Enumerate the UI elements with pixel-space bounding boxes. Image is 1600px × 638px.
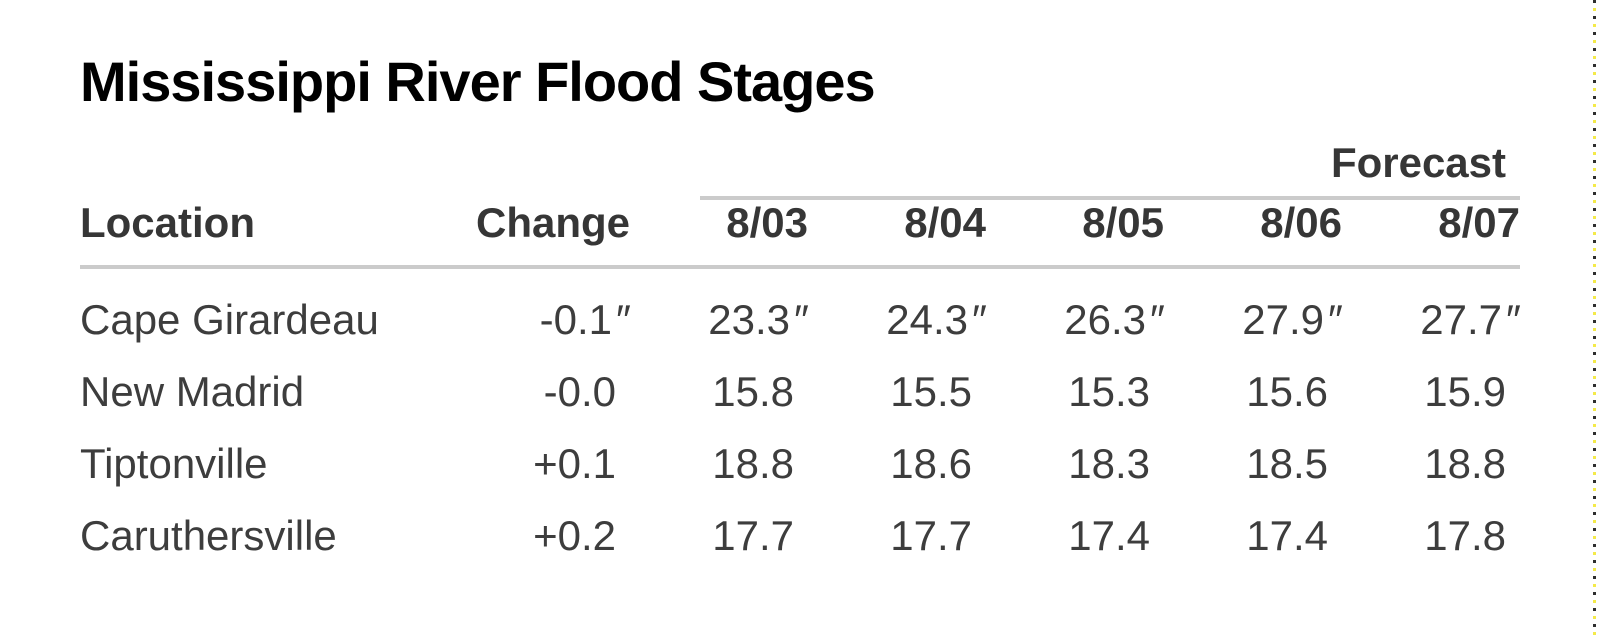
- page-title: Mississippi River Flood Stages: [80, 50, 876, 113]
- table-row: Caruthersville +0.2 17.7 17.7 17.4 17.4 17.8: [80, 500, 1520, 572]
- value-text: 24.3: [886, 295, 968, 343]
- table-row: Tiptonville +0.1 18.8 18.6 18.3 18.5 18.8: [80, 428, 1520, 500]
- stage-value-cell: 23.3″: [708, 295, 809, 343]
- value-text: 23.3: [708, 295, 790, 343]
- value-text: 17.7: [712, 511, 794, 559]
- stage-value-cell: 17.7: [808, 500, 986, 572]
- flood-stages-table: Forecast Location Change 8/03 8/04 8/05 8/0…: [80, 114, 1521, 572]
- table-row: Cape Girardeau -0.1″ 23.3″ 24.3″ 26.3″ 27.9″ 2…: [80, 267, 1521, 356]
- selection-marquee-border: [1593, 0, 1596, 638]
- change-cell: +0.2: [470, 500, 630, 572]
- column-header-date: 8/04: [808, 200, 986, 269]
- forecast-group-cell: Forecast: [630, 114, 1521, 201]
- value-text: +0.2: [533, 511, 616, 559]
- stage-value-cell: 18.3: [986, 428, 1164, 500]
- value-text: 26.3: [1064, 295, 1146, 343]
- stage-value-cell: 26.3″: [1064, 295, 1165, 343]
- column-header-date: 8/05: [986, 200, 1164, 269]
- value-text: 15.6: [1246, 367, 1328, 415]
- value-text: 17.8: [1424, 511, 1507, 559]
- value-text: 18.5: [1246, 439, 1328, 487]
- table-row: New Madrid -0.0 15.8 15.5 15.3 15.6 15.9: [80, 356, 1520, 428]
- column-header-location: Location: [80, 200, 470, 269]
- change-cell: -0.0: [470, 356, 630, 428]
- value-text: 18.3: [1068, 439, 1150, 487]
- column-header-change: Change: [470, 200, 630, 269]
- stage-value-cell: 24.3″: [886, 295, 987, 343]
- value-text: 17.4: [1068, 511, 1150, 559]
- stage-value-cell: 15.6: [1164, 356, 1342, 428]
- column-header-date: 8/06: [1164, 200, 1342, 269]
- value-text: 15.8: [712, 367, 794, 415]
- value-text: -0.0: [543, 367, 616, 415]
- stage-value-cell: 27.7″: [1420, 295, 1521, 343]
- column-header-date: 8/03: [630, 200, 808, 269]
- forecast-group-underline: Forecast: [700, 139, 1521, 201]
- flood-stages-widget: Mississippi River Flood Stages Forecast: [80, 50, 1521, 572]
- forecast-spacer-cell: [80, 114, 630, 200]
- stage-value-cell: 17.4: [986, 500, 1164, 572]
- stage-value-cell: 17.8: [1342, 500, 1520, 572]
- value-text: 15.9: [1424, 367, 1507, 415]
- stage-value-cell: 15.8: [630, 356, 808, 428]
- table-header-row: Location Change 8/03 8/04 8/05 8/06 8/07: [80, 200, 1521, 269]
- location-cell: Cape Girardeau: [80, 295, 379, 343]
- stage-value-cell: 17.4: [1164, 500, 1342, 572]
- value-text: 27.7: [1420, 295, 1503, 343]
- stage-value-cell: 15.9: [1342, 356, 1520, 428]
- value-text: 15.5: [890, 367, 972, 415]
- value-text: 17.7: [890, 511, 972, 559]
- column-header-date: 8/07: [1342, 200, 1521, 269]
- location-cell: Caruthersville: [80, 511, 337, 559]
- stage-value-cell: 18.5: [1164, 428, 1342, 500]
- value-text: 27.9: [1242, 295, 1324, 343]
- value-text: 15.3: [1068, 367, 1150, 415]
- value-text: 17.4: [1246, 511, 1328, 559]
- location-cell: New Madrid: [80, 367, 305, 415]
- table-body: Cape Girardeau -0.1″ 23.3″ 24.3″ 26.3″ 27.9″ 2…: [80, 267, 1521, 572]
- value-text: 18.8: [712, 439, 794, 487]
- value-text: +0.1: [533, 439, 616, 487]
- stage-value-cell: 18.8: [630, 428, 808, 500]
- stage-value-cell: 18.6: [808, 428, 986, 500]
- stage-value-cell: 18.8: [1342, 428, 1520, 500]
- forecast-group-label: Forecast: [1330, 139, 1507, 187]
- stage-value-cell: 17.7: [630, 500, 808, 572]
- stage-value-cell: 15.3: [986, 356, 1164, 428]
- change-cell: -0.1″: [539, 295, 631, 343]
- value-text: 18.6: [890, 439, 972, 487]
- location-cell: Tiptonville: [80, 439, 268, 487]
- forecast-group-row: Forecast: [80, 114, 1521, 201]
- value-text: -0.1: [539, 295, 612, 343]
- stage-value-cell: 27.9″: [1242, 295, 1343, 343]
- change-cell: +0.1: [470, 428, 630, 500]
- stage-value-cell: 15.5: [808, 356, 986, 428]
- value-text: 18.8: [1424, 439, 1507, 487]
